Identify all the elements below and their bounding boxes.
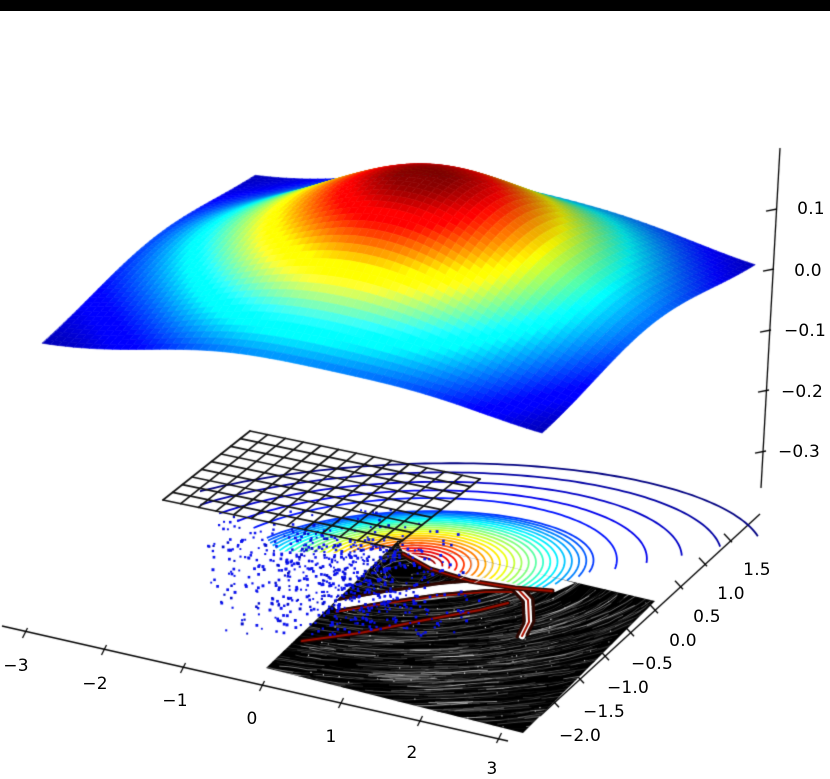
top-black-bar: [0, 0, 830, 11]
